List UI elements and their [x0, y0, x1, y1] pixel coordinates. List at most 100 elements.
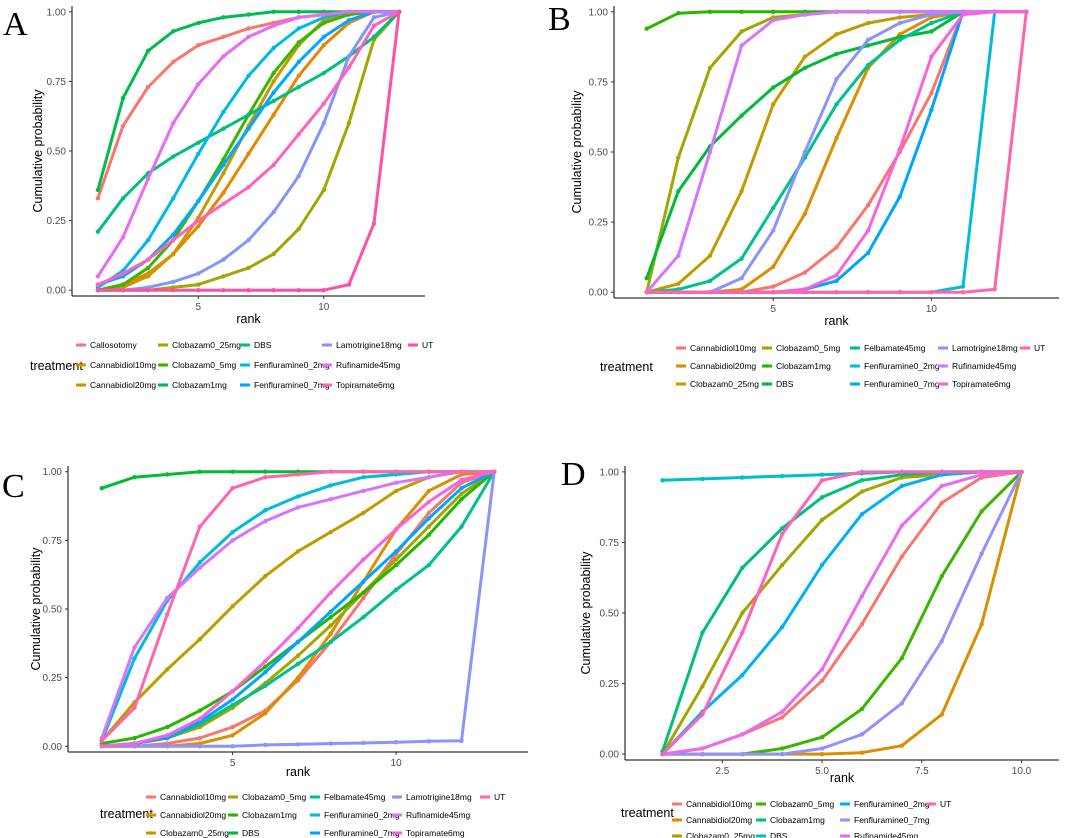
y-tick-label: 0.50	[600, 609, 620, 620]
data-point	[899, 655, 905, 661]
x-axis-title: rank	[286, 765, 311, 779]
data-point	[739, 256, 744, 261]
data-point	[271, 251, 276, 257]
legend-title: treatment	[30, 359, 83, 373]
legend-label: Clobazam0_25mg	[160, 828, 229, 838]
y-tick-label: 0.75	[43, 536, 63, 547]
data-point	[992, 287, 997, 292]
data-point	[834, 278, 839, 284]
data-point	[328, 483, 333, 488]
data-point	[707, 253, 713, 258]
data-point	[171, 59, 176, 65]
data-point	[960, 289, 966, 295]
data-point	[361, 469, 366, 474]
legend-key-point	[853, 382, 857, 386]
data-point	[802, 65, 808, 71]
data-point	[171, 29, 176, 34]
legend-item: UT	[480, 792, 505, 802]
data-point	[295, 626, 301, 631]
legend-key-point	[843, 834, 847, 838]
data-point	[834, 273, 839, 278]
panel-letter: D	[561, 456, 586, 493]
data-point	[426, 488, 432, 494]
legend-item: Cannabidiol10mg	[146, 792, 226, 802]
data-point	[992, 9, 997, 15]
legend-key-point	[483, 795, 487, 799]
data-point	[802, 54, 808, 59]
series-topiramate6mg	[95, 9, 402, 287]
data-point	[939, 483, 944, 489]
data-point	[771, 205, 776, 211]
data-point	[644, 275, 649, 281]
data-point	[95, 288, 101, 293]
data-point	[99, 738, 104, 743]
data-point	[246, 184, 251, 190]
data-point	[271, 79, 276, 84]
legend-label: Fenfluramine0_2mg	[324, 810, 400, 820]
data-point	[771, 289, 776, 295]
data-point	[271, 9, 276, 14]
data-point	[459, 524, 464, 529]
data-point	[328, 590, 333, 595]
series-ut	[660, 469, 1024, 757]
legend-item: DBS	[756, 831, 788, 838]
data-point	[197, 735, 203, 741]
legend-key-point	[395, 813, 399, 817]
legend-label: UT	[1034, 343, 1045, 353]
data-point	[361, 595, 366, 601]
legend-key-point	[759, 834, 763, 838]
legend-key-point	[231, 795, 235, 799]
data-point	[296, 226, 301, 232]
data-point	[859, 750, 865, 755]
data-point	[246, 12, 251, 17]
data-point	[328, 631, 333, 636]
data-point	[296, 73, 301, 79]
legend-label: Rufinamide45mg	[406, 810, 471, 820]
data-point	[197, 565, 203, 571]
data-point	[145, 84, 151, 90]
legend-key-point	[243, 363, 247, 367]
data-point	[361, 579, 366, 584]
y-tick-label: 1.00	[43, 467, 63, 478]
x-tick-label: 2.5	[715, 766, 729, 777]
legend-key-point	[675, 834, 679, 838]
legend-item: Cannabidiol10mg	[676, 343, 756, 353]
data-point	[393, 587, 399, 592]
data-point	[171, 251, 176, 257]
data-point	[676, 289, 681, 295]
data-point	[197, 560, 203, 565]
legend-label: DBS	[770, 831, 788, 838]
data-point	[979, 622, 984, 627]
legend-key-point	[759, 818, 763, 822]
data-point	[120, 196, 126, 201]
legend-item: Clobazam1mg	[756, 815, 825, 825]
data-point	[492, 469, 497, 474]
data-point	[296, 84, 301, 90]
legend-key-point	[149, 831, 153, 835]
data-point	[834, 102, 839, 107]
data-point	[321, 120, 326, 126]
legend-label: DBS	[254, 340, 272, 350]
data-point	[271, 70, 276, 76]
data-point	[196, 43, 201, 48]
data-point	[221, 15, 226, 20]
data-point	[819, 678, 825, 683]
legend-label: Fenfluramine0_2mg	[864, 361, 940, 371]
data-point	[939, 500, 944, 506]
data-point	[865, 250, 871, 256]
data-point	[271, 112, 276, 118]
data-point	[700, 746, 705, 751]
data-point	[197, 637, 203, 642]
data-point	[740, 565, 745, 571]
legend-item: Clobazam0_5mg	[158, 360, 237, 370]
data-point	[426, 524, 432, 529]
data-point	[897, 20, 902, 26]
y-tick-label: 1.00	[600, 467, 620, 478]
data-point	[834, 245, 839, 250]
legend-item: Cannabidiol20mg	[76, 380, 156, 390]
data-point	[707, 9, 713, 15]
legend-key-point	[243, 343, 247, 347]
data-point	[145, 265, 151, 271]
data-point	[295, 505, 301, 510]
legend-key-point	[853, 364, 857, 368]
